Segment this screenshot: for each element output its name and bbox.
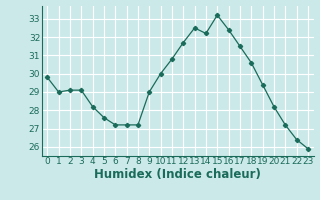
X-axis label: Humidex (Indice chaleur): Humidex (Indice chaleur): [94, 168, 261, 181]
